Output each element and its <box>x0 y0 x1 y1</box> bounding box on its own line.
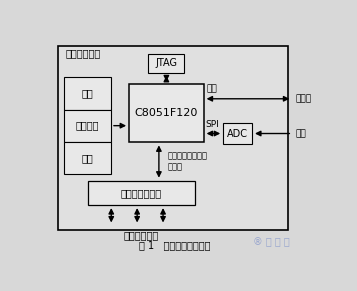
Text: 译码、缓冲处理: 译码、缓冲处理 <box>121 188 162 198</box>
Text: C8051F120: C8051F120 <box>135 108 198 118</box>
Text: 三总线: 三总线 <box>167 163 182 172</box>
Bar <box>223 123 252 143</box>
Text: 图 1   总体硬件设计框图: 图 1 总体硬件设计框图 <box>139 241 210 251</box>
Bar <box>149 54 184 73</box>
Bar <box>59 46 288 230</box>
Text: ADC: ADC <box>227 129 248 139</box>
Text: 上位机: 上位机 <box>295 94 311 103</box>
Bar <box>64 77 111 110</box>
Text: 控制的各模块: 控制的各模块 <box>124 230 159 240</box>
Text: SPI: SPI <box>205 120 219 129</box>
Text: 复位电路: 复位电路 <box>76 121 99 131</box>
Text: 串口: 串口 <box>206 84 217 93</box>
Text: ® 日 月 辰: ® 日 月 辰 <box>253 237 290 247</box>
Text: 实时控制模块: 实时控制模块 <box>65 48 101 58</box>
Text: 检波: 检波 <box>295 129 306 138</box>
Bar <box>64 110 111 142</box>
Text: 数据、地址、控制: 数据、地址、控制 <box>167 151 207 160</box>
Text: 电源: 电源 <box>82 153 94 163</box>
Bar <box>129 84 204 143</box>
Bar <box>64 142 111 174</box>
Text: JTAG: JTAG <box>155 58 177 68</box>
Bar <box>87 180 195 205</box>
Text: 时钟: 时钟 <box>82 88 94 99</box>
